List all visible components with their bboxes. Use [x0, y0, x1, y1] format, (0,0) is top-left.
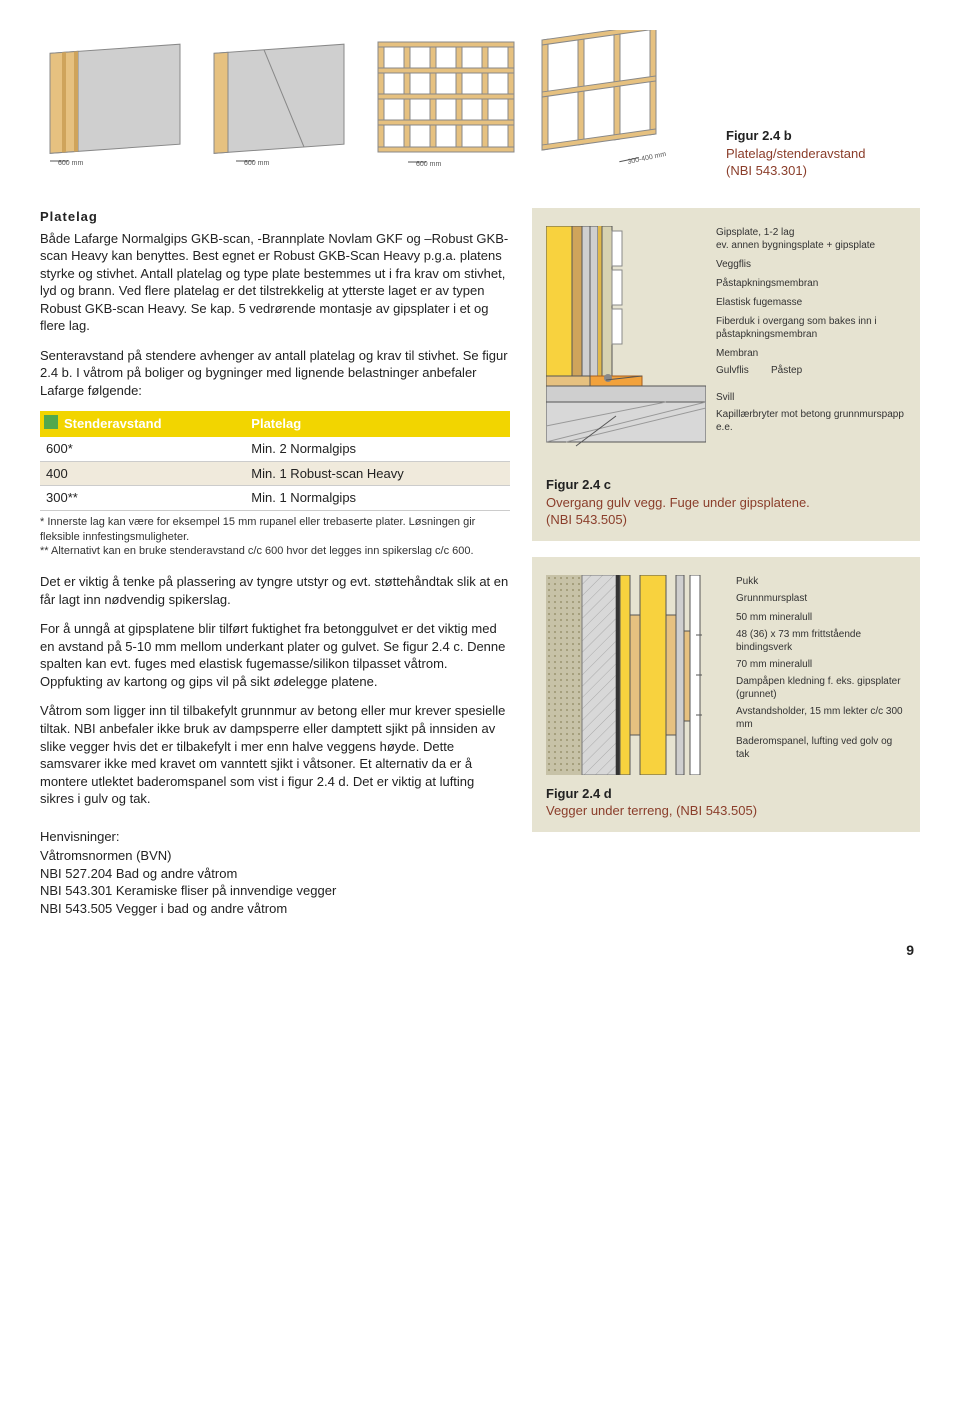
figure-2-4-d: Pukk Grunnmursplast 50 mm mineralull 48 … [532, 557, 920, 832]
figure-subtitle: Platelag/stenderavstand [726, 145, 865, 163]
body-paragraph: Både Lafarge Normalgips GKB-scan, -Brann… [40, 230, 510, 335]
table-cell: Min. 1 Normalgips [245, 486, 510, 511]
fig-label: 50 mm mineralull [736, 611, 906, 624]
table-footnote: * Innerste lag kan være for eksempel 15 … [40, 515, 510, 545]
body-paragraph: For å unngå at gipsplatene blir tilført … [40, 620, 510, 690]
minifig-2: 600 mm [204, 40, 354, 180]
reference-item: NBI 527.204 Bad og andre våtrom [40, 865, 510, 883]
figure-2-4-c-svg: 5-10 mm [546, 226, 706, 466]
fig-label: Membran [716, 347, 906, 360]
figure-subtitle: (NBI 543.505) [546, 511, 906, 529]
section-title-platelag: Platelag [40, 208, 510, 226]
table-row: 600* Min. 2 Normalgips [40, 437, 510, 461]
page-number: 9 [40, 941, 914, 960]
minifig-4: 300-400 mm [532, 30, 692, 180]
stenderavstand-table: Stenderavstand Platelag 600* Min. 2 Norm… [40, 411, 510, 510]
table-cell: 400 [40, 461, 245, 486]
table-row: 300** Min. 1 Normalgips [40, 486, 510, 511]
fig-label: Baderomspanel, lufting ved golv og tak [736, 735, 906, 761]
table-cell: Min. 1 Robust-scan Heavy [245, 461, 510, 486]
fig-label: Avstandsholder, 15 mm lekter c/c 300 mm [736, 705, 906, 731]
fig-label: Fiberduk i overgang som bakes inn i påst… [716, 315, 906, 341]
body-paragraph: Våtrom som ligger inn til tilbakefylt gr… [40, 702, 510, 807]
figure-subtitle: Vegger under terreng, (NBI 543.505) [546, 802, 906, 820]
figure-subtitle: (NBI 543.301) [726, 162, 865, 180]
references-block: Henvisninger: Våtromsnormen (BVN) NBI 52… [40, 828, 510, 918]
minifig-1: 600 mm [40, 40, 190, 180]
table-footnote: ** Alternativt kan en bruke stenderavsta… [40, 544, 510, 559]
fig-label: Svill [716, 391, 906, 404]
fig-label: 70 mm mineralull [736, 658, 906, 671]
fig-label: 48 (36) x 73 mm frittstående bindingsver… [736, 628, 906, 654]
table-cell: 300** [40, 486, 245, 511]
table-row: 400 Min. 1 Robust-scan Heavy [40, 461, 510, 486]
figure-2-4-b-caption: Figur 2.4 b Platelag/stenderavstand (NBI… [726, 127, 865, 180]
table-cell: Min. 2 Normalgips [245, 437, 510, 461]
figure-2-4-d-svg [546, 575, 726, 775]
fig-label: Gulvflis Påstep [716, 364, 906, 377]
fig-label: Kapillærbryter mot betong grunnmurspapp … [716, 408, 906, 434]
fig-label: Elastisk fugemasse [716, 296, 906, 309]
body-paragraph: Det er viktig å tenke på plassering av t… [40, 573, 510, 608]
fig-label: Pukk [736, 575, 906, 588]
figure-2-4-c: 5-10 mm [532, 208, 920, 541]
reference-item: NBI 543.505 Vegger i bad og andre våtrom [40, 900, 510, 918]
fig-label: Grunnmursplast [736, 592, 906, 605]
figure-title: Figur 2.4 b [726, 127, 865, 145]
references-heading: Henvisninger: [40, 828, 510, 846]
reference-item: Våtromsnormen (BVN) [40, 847, 510, 865]
minifig-3: 600 mm [368, 30, 518, 180]
table-header: Stenderavstand [40, 411, 245, 437]
reference-item: NBI 543.301 Keramiske fliser på innvendi… [40, 882, 510, 900]
fig-label: Veggflis [716, 258, 906, 271]
figure-title: Figur 2.4 c [546, 476, 906, 494]
dim-label: 300-400 mm [627, 151, 667, 166]
dim-label: 600 mm [416, 161, 441, 168]
figure-row-2-4b: 600 mm 600 mm 600 mm [40, 30, 920, 180]
dim-label: 600 mm [244, 160, 269, 167]
table-cell: 600* [40, 437, 245, 461]
figure-title: Figur 2.4 d [546, 785, 906, 803]
body-paragraph: Senteravstand på stendere avhenger av an… [40, 347, 510, 400]
right-column: 5-10 mm [532, 208, 920, 917]
table-header: Platelag [245, 411, 510, 437]
fig-label: ev. annen bygningsplate + gipsplate [716, 239, 906, 252]
left-column: Platelag Både Lafarge Normalgips GKB-sca… [40, 208, 510, 917]
fig-label: Dampåpen kledning f. eks. gipsplater (gr… [736, 675, 906, 701]
dim-label: 600 mm [58, 160, 83, 167]
fig-label: Gipsplate, 1-2 lag [716, 226, 906, 239]
fig-label: Påstapkningsmembran [716, 277, 906, 290]
figure-subtitle: Overgang gulv vegg. Fuge under gipsplate… [546, 494, 906, 512]
